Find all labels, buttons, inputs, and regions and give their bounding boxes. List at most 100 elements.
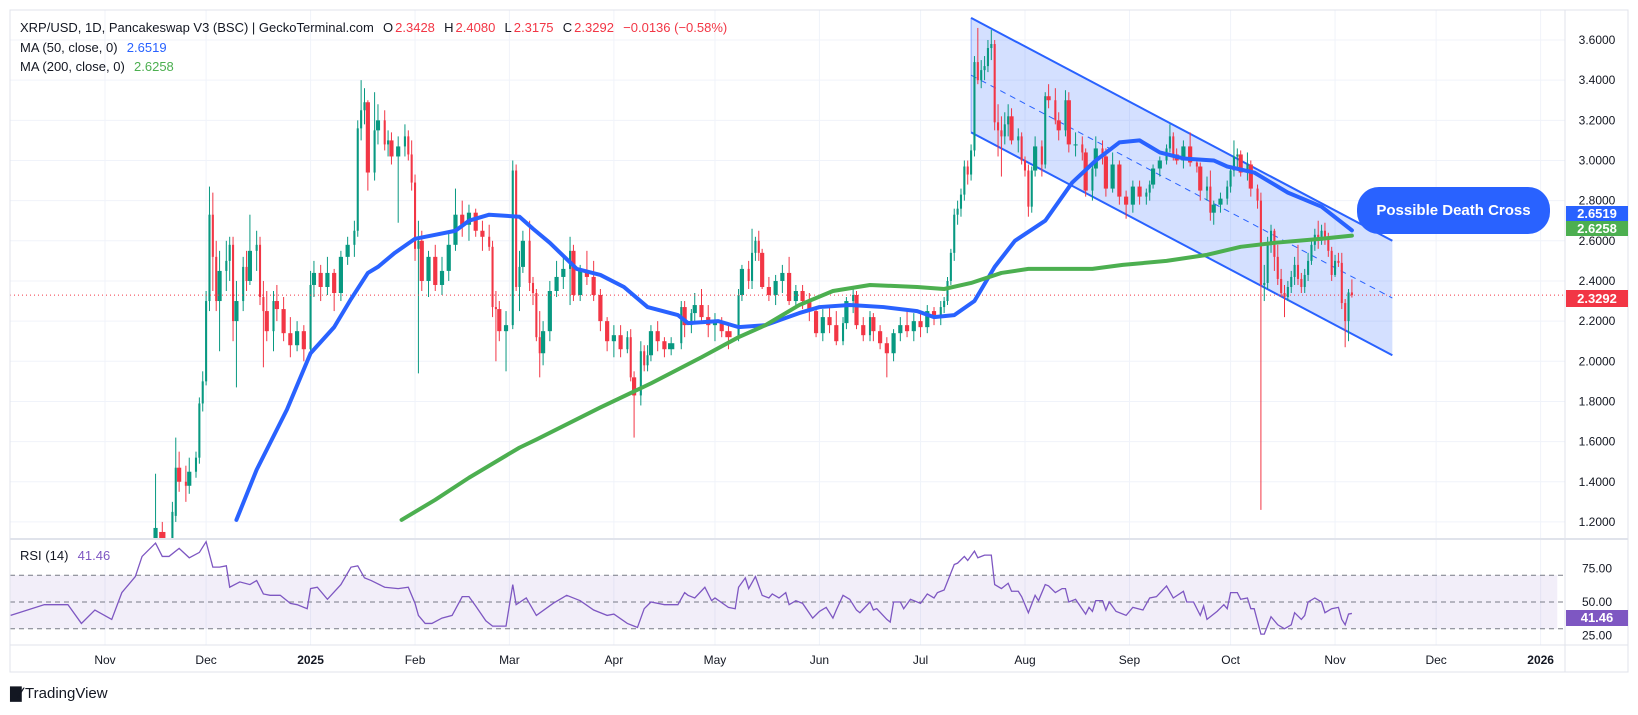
candle bbox=[1330, 246, 1333, 281]
price-tick-label: 2.0000 bbox=[1579, 354, 1616, 368]
candle bbox=[1293, 256, 1296, 285]
candle-body bbox=[194, 457, 198, 472]
candle-body bbox=[1003, 124, 1006, 137]
candle-body bbox=[754, 240, 757, 253]
time-tick-label: Jul bbox=[913, 653, 928, 667]
candle-body bbox=[515, 170, 518, 287]
candle-body bbox=[1232, 156, 1235, 171]
candle bbox=[1263, 264, 1266, 302]
candle bbox=[528, 220, 531, 291]
candle-body bbox=[318, 272, 323, 287]
candle-body bbox=[990, 44, 993, 49]
candle bbox=[1056, 112, 1061, 141]
time-tick-label: May bbox=[704, 653, 727, 667]
candle-body bbox=[407, 136, 410, 155]
candle-body bbox=[655, 331, 660, 342]
candle-body bbox=[1000, 130, 1003, 137]
descending-channel[interactable] bbox=[970, 17, 1393, 357]
candle-body bbox=[1064, 100, 1067, 131]
candle bbox=[747, 260, 750, 289]
candle bbox=[754, 236, 757, 261]
candle bbox=[515, 164, 518, 291]
rsi-label: RSI (14) bbox=[20, 548, 69, 563]
candle-body bbox=[943, 301, 946, 308]
candle bbox=[1218, 192, 1223, 213]
candle-body bbox=[281, 309, 286, 334]
candle bbox=[446, 230, 451, 281]
candle-body bbox=[898, 325, 903, 334]
candle bbox=[918, 313, 923, 338]
candle-body bbox=[274, 301, 279, 310]
open-label: O bbox=[383, 20, 394, 35]
candle bbox=[1137, 180, 1142, 205]
candle bbox=[1232, 140, 1235, 177]
candle bbox=[1091, 164, 1094, 201]
candle bbox=[332, 268, 337, 312]
candle bbox=[1168, 124, 1171, 153]
ma200-legend[interactable]: MA (200, close, 0) 2.6258 bbox=[20, 59, 176, 74]
candle-body bbox=[547, 291, 552, 332]
candle-body bbox=[1157, 160, 1162, 169]
candle bbox=[1350, 279, 1353, 298]
candle bbox=[1157, 156, 1162, 177]
candle-body bbox=[966, 166, 969, 175]
candle-body bbox=[258, 244, 262, 298]
candle-body bbox=[171, 511, 174, 538]
candle-body bbox=[1327, 236, 1330, 251]
candle-body bbox=[959, 194, 963, 209]
candle bbox=[1101, 140, 1104, 165]
candle bbox=[852, 288, 855, 314]
candle bbox=[410, 140, 413, 191]
candle-body bbox=[780, 272, 785, 281]
candle bbox=[232, 236, 235, 342]
candle-body bbox=[1103, 156, 1108, 189]
ma50-line[interactable] bbox=[234, 138, 1354, 522]
death-cross-callout[interactable]: Possible Death Cross bbox=[1357, 187, 1550, 234]
candle bbox=[943, 297, 946, 314]
rsi-legend[interactable]: RSI (14) 41.46 bbox=[20, 548, 112, 563]
candle bbox=[561, 256, 566, 289]
candle bbox=[1023, 156, 1027, 177]
candle-body bbox=[807, 301, 812, 312]
price-tick-label: 1.4000 bbox=[1579, 475, 1616, 489]
candle bbox=[1340, 252, 1343, 310]
candle bbox=[1103, 148, 1108, 197]
candle bbox=[699, 288, 704, 322]
candle-body bbox=[1056, 120, 1061, 131]
candle bbox=[1073, 132, 1078, 157]
candle-body bbox=[1226, 186, 1229, 199]
candle-body bbox=[1350, 292, 1353, 296]
channel-upper-line[interactable] bbox=[970, 17, 1393, 242]
candle bbox=[547, 280, 552, 342]
candle bbox=[274, 284, 279, 322]
candle bbox=[201, 371, 204, 412]
candle bbox=[655, 321, 660, 352]
candle-body bbox=[177, 467, 182, 482]
candle bbox=[648, 325, 654, 362]
candle bbox=[844, 297, 849, 330]
candle bbox=[211, 192, 214, 291]
tradingview-logo[interactable]: ▇∕ TradingView bbox=[10, 684, 108, 703]
price-tick-label: 3.0000 bbox=[1579, 153, 1616, 167]
candle-body bbox=[1007, 116, 1010, 125]
candle bbox=[1286, 280, 1289, 302]
symbol-info[interactable]: XRP/USD, 1D, Pancakeswap V3 (BSC) | Geck… bbox=[20, 20, 374, 35]
candle bbox=[1283, 284, 1286, 318]
candle-body bbox=[868, 317, 872, 336]
time-tick-label: Dec bbox=[1425, 653, 1446, 667]
ma50-legend[interactable]: MA (50, close, 0) 2.6519 bbox=[20, 40, 169, 55]
candle-body bbox=[1046, 96, 1051, 101]
candle-body bbox=[1117, 164, 1122, 197]
ma200-line[interactable] bbox=[399, 233, 1354, 522]
candle-body bbox=[332, 272, 337, 294]
rsi-line[interactable] bbox=[10, 540, 1353, 635]
candle-body bbox=[247, 250, 252, 281]
candle-body bbox=[1334, 260, 1337, 275]
candle-body bbox=[1054, 100, 1057, 121]
candle-body bbox=[1168, 136, 1171, 149]
channel-lower-line[interactable] bbox=[970, 131, 1393, 357]
candle bbox=[1000, 116, 1003, 177]
candle-body bbox=[1009, 116, 1014, 141]
candle bbox=[1020, 132, 1023, 165]
